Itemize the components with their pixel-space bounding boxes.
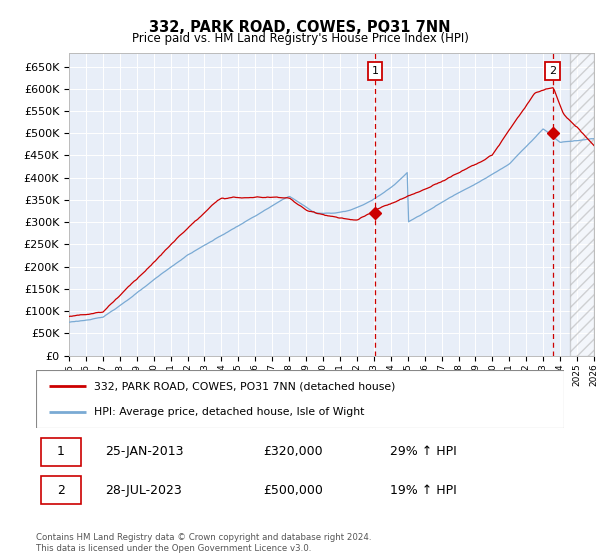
Text: 1: 1 (371, 66, 379, 76)
Text: 25-JAN-2013: 25-JAN-2013 (104, 445, 183, 459)
Text: £320,000: £320,000 (263, 445, 323, 459)
FancyBboxPatch shape (36, 370, 564, 428)
FancyBboxPatch shape (41, 476, 81, 504)
Text: 28-JUL-2023: 28-JUL-2023 (104, 484, 181, 497)
Text: 2: 2 (57, 484, 65, 497)
Text: 332, PARK ROAD, COWES, PO31 7NN: 332, PARK ROAD, COWES, PO31 7NN (149, 20, 451, 35)
Text: 29% ↑ HPI: 29% ↑ HPI (390, 445, 457, 459)
Text: 2: 2 (549, 66, 556, 76)
Text: 332, PARK ROAD, COWES, PO31 7NN (detached house): 332, PARK ROAD, COWES, PO31 7NN (detache… (94, 381, 395, 391)
Text: Price paid vs. HM Land Registry's House Price Index (HPI): Price paid vs. HM Land Registry's House … (131, 32, 469, 45)
FancyBboxPatch shape (41, 438, 81, 466)
Text: 19% ↑ HPI: 19% ↑ HPI (390, 484, 457, 497)
Text: HPI: Average price, detached house, Isle of Wight: HPI: Average price, detached house, Isle… (94, 407, 364, 417)
Bar (570, 53, 594, 356)
Text: £500,000: £500,000 (263, 484, 323, 497)
Text: Contains HM Land Registry data © Crown copyright and database right 2024.
This d: Contains HM Land Registry data © Crown c… (36, 533, 371, 553)
Text: 1: 1 (57, 445, 65, 459)
